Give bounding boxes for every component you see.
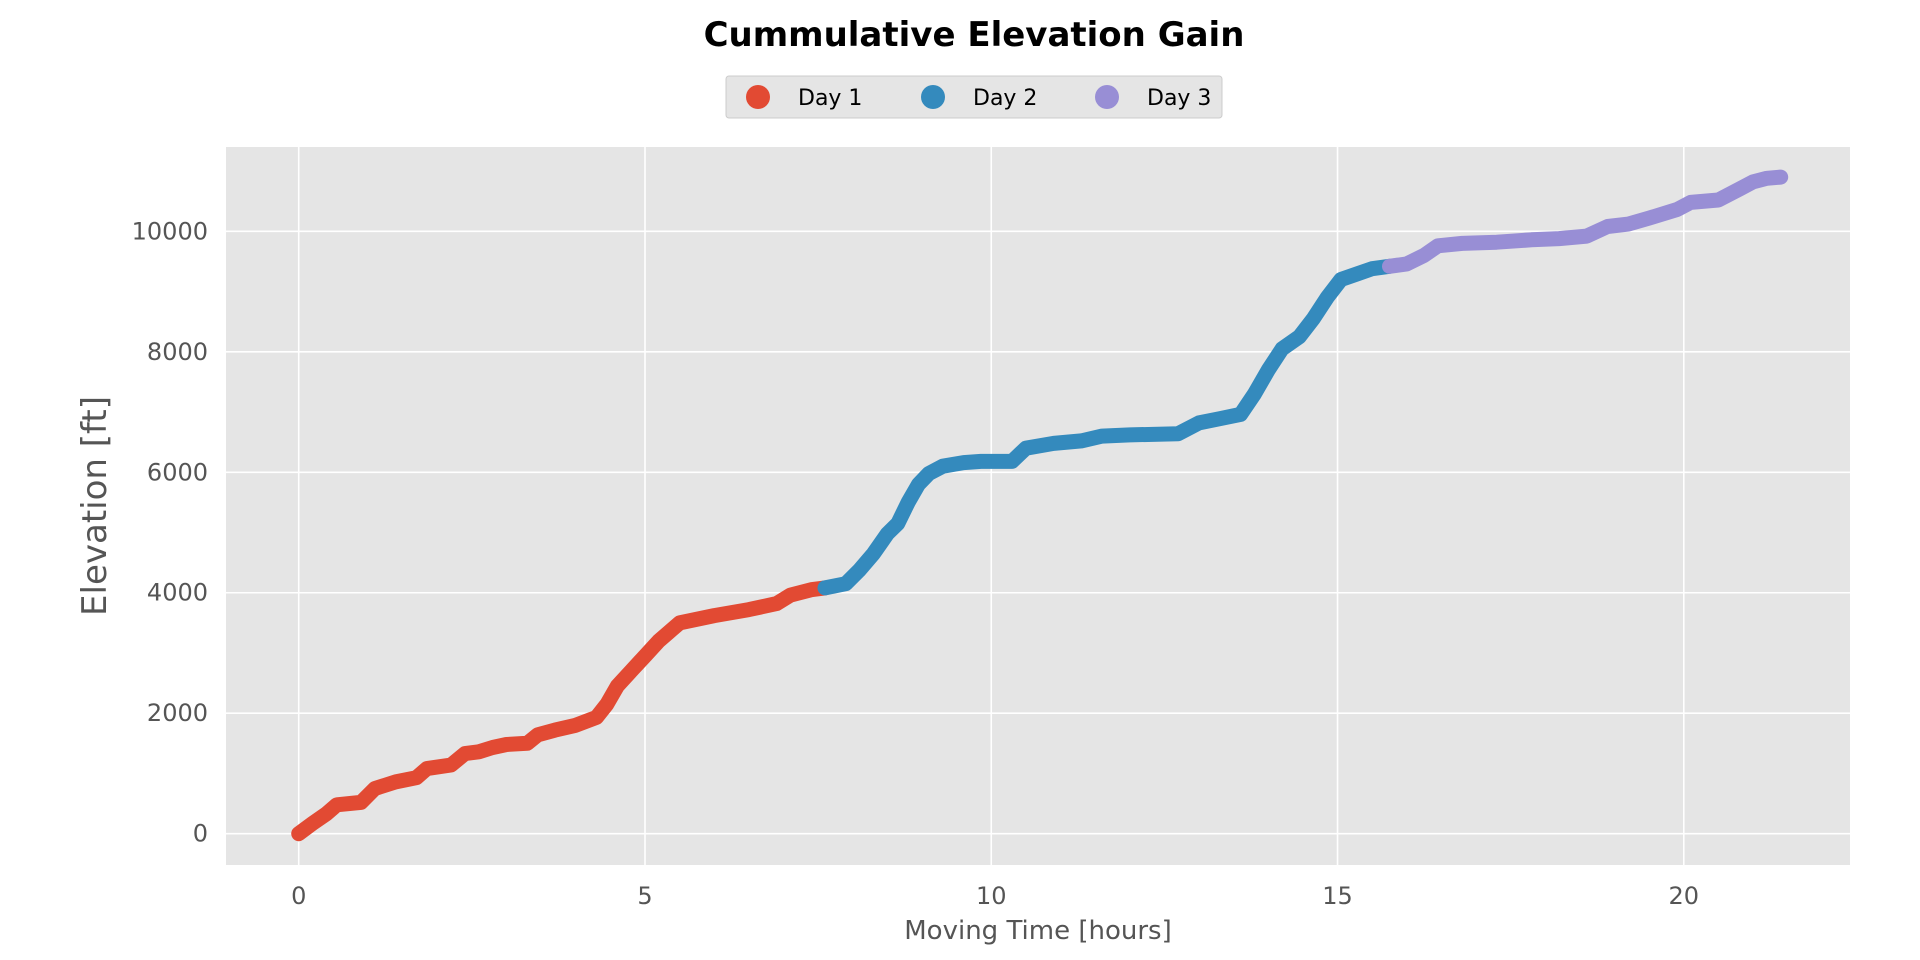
legend-label-day-2: Day 2 [973, 86, 1037, 111]
x-tick-label: 0 [291, 882, 306, 910]
series-layer [291, 169, 1789, 842]
legend-label-day-3: Day 3 [1147, 86, 1211, 111]
series-line-day-2 [817, 258, 1397, 596]
y-tick-label: 10000 [132, 217, 208, 245]
series-line-day-1 [291, 580, 833, 842]
x-tick-label: 15 [1322, 882, 1353, 910]
legend-marker-day-2 [921, 85, 945, 109]
legend: Day 1 Day 2 Day 3 [725, 75, 1223, 119]
y-tick-label: 2000 [147, 699, 208, 727]
y-tick-label: 8000 [147, 338, 208, 366]
grid [226, 147, 1850, 865]
legend-marker-day-1 [746, 85, 770, 109]
x-tick-label: 5 [637, 882, 652, 910]
y-tick-label: 4000 [147, 579, 208, 607]
x-tick-label: 20 [1669, 882, 1700, 910]
series-line-day-3 [1382, 169, 1789, 274]
legend-box [725, 75, 1223, 119]
tick-labels: 0 5 10 15 20 0 2000 4000 6000 8000 10000 [132, 217, 1699, 910]
y-tick-label: 0 [193, 820, 208, 848]
x-axis-label: Moving Time [hours] [904, 916, 1171, 946]
legend-label-day-1: Day 1 [798, 86, 862, 111]
legend-marker-day-3 [1095, 85, 1119, 109]
y-tick-label: 6000 [147, 458, 208, 486]
chart-title: Cummulative Elevation Gain [704, 15, 1245, 55]
y-axis-label: Elevation [ft] [75, 396, 115, 616]
x-tick-label: 10 [976, 882, 1007, 910]
